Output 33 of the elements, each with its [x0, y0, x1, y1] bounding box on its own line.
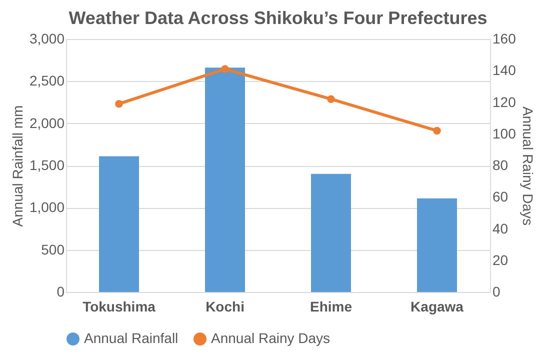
y2-tick-label: 160: [492, 30, 516, 46]
y-tick-label: 2,000: [29, 114, 65, 131]
y2-tick-label: 100: [492, 125, 516, 142]
y-tick-label: 3,000: [29, 30, 65, 46]
legend-label: Annual Rainy Days: [211, 330, 330, 346]
x-tick-label: Kochi: [206, 298, 244, 314]
y2-tick-label: 0: [492, 284, 500, 300]
y-axis-title: Annual Rainfall mm: [9, 105, 26, 227]
x-tick-label: Ehime: [310, 298, 352, 314]
y2-tick-label: 140: [492, 62, 516, 78]
y2-tick-label: 80: [492, 157, 508, 173]
y-tick-label: 2,500: [29, 72, 65, 89]
point: [115, 100, 123, 108]
bar: [99, 156, 139, 292]
y2-axis-title: Annual Rainy Days: [520, 106, 536, 226]
bar: [311, 174, 351, 292]
x-tick-label: Kagawa: [410, 298, 464, 314]
point: [327, 95, 335, 103]
point: [433, 126, 441, 135]
y-tick-label: 1,000: [29, 199, 65, 216]
y2-tick-label: 40: [492, 220, 508, 236]
y2-tick-label: 120: [492, 94, 516, 110]
point: [221, 65, 229, 73]
x-tick-label: Tokushima: [82, 298, 156, 314]
bar: [417, 198, 457, 292]
y2-tick-label: 60: [492, 188, 508, 205]
bar: [205, 68, 245, 292]
y-tick-label: 1,500: [29, 157, 65, 173]
y-tick-label: 500: [41, 241, 65, 258]
y-tick-label: 0: [56, 284, 65, 300]
legend-label: Annual Rainfall: [84, 330, 178, 346]
chart-title: Weather Data Across Shikoku’s Four Prefectures: [68, 8, 488, 28]
y2-tick-label: 20: [492, 252, 508, 268]
